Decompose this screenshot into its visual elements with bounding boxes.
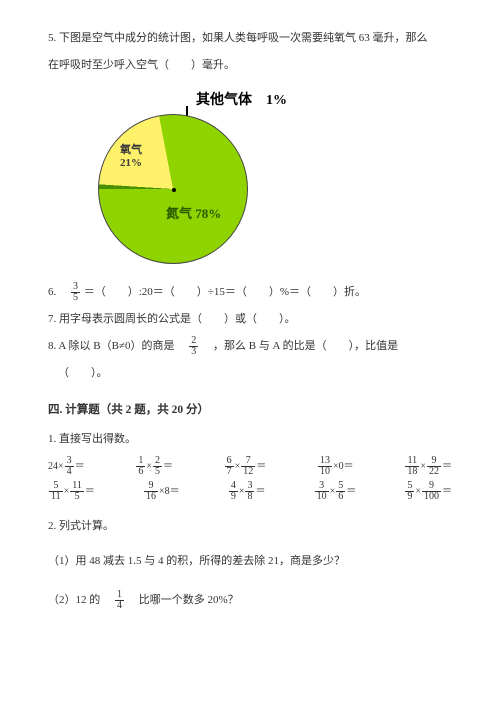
q5-line2: 在呼吸时至少呼入空气（ ）毫升。 bbox=[48, 55, 452, 76]
calc-row-2: 511×115＝916×8＝49×38＝310×56＝59×9100＝ bbox=[48, 481, 452, 502]
q6-frac: 35 bbox=[71, 282, 80, 303]
section4-title: 四. 计算题（共 2 题，共 20 分） bbox=[48, 400, 452, 422]
calc2-1: （1）用 48 减去 1.5 与 4 的积，所得的差去除 21，商是多少？ bbox=[48, 551, 452, 572]
pie-disc bbox=[98, 114, 248, 264]
q8-line2: （ ）。 bbox=[58, 363, 452, 384]
pie-chart: 其他气体 1% 氧气21% 氮气 78% bbox=[78, 84, 328, 274]
calc2-title: 2. 列式计算。 bbox=[48, 516, 452, 537]
q7: 7. 用字母表示圆周长的公式是（ ）或（ ）。 bbox=[48, 309, 452, 330]
pie-center bbox=[172, 188, 176, 192]
q8: 8. A 除以 B（B≠0）的商是 23 ，那么 B 与 A 的比是（ ），比值… bbox=[48, 336, 452, 357]
pie-oxygen-label: 氧气21% bbox=[120, 144, 142, 170]
calc-row-1: 24×34＝16×25＝67×712＝1310×0＝1118×922＝ bbox=[48, 456, 452, 477]
calc2-2: （2）12 的 14 比哪一个数多 20%？ bbox=[48, 590, 452, 611]
q6: 6. 35 ＝（ ）:20＝（ ）÷15＝（ ）%＝（ ）折。 bbox=[48, 282, 452, 303]
pie-nitrogen-label: 氮气 78% bbox=[166, 202, 221, 227]
q8-frac: 23 bbox=[189, 336, 198, 357]
pie-other-label: 其他气体 1% bbox=[196, 88, 287, 115]
calc2-2-frac: 14 bbox=[115, 590, 124, 611]
q5-line1: 5. 下图是空气中成分的统计图，如果人类每呼吸一次需要纯氧气 63 毫升，那么 bbox=[48, 28, 452, 49]
calc1-title: 1. 直接写出得数。 bbox=[48, 429, 452, 450]
